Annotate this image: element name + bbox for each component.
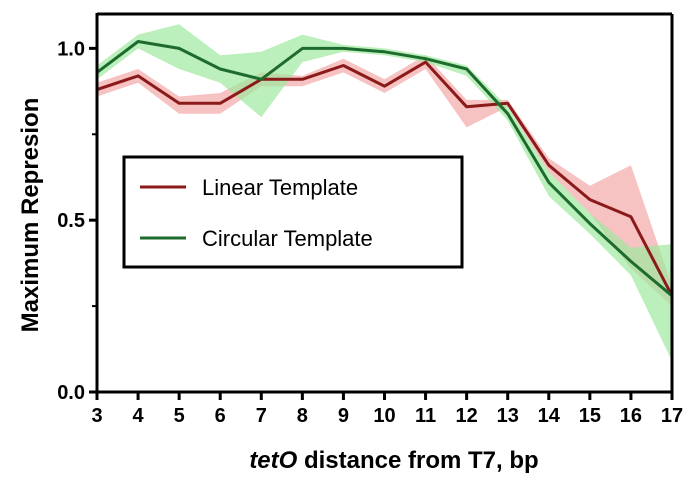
x-ticks: 3 4 5 6 7 8 9 10 11 12 13 14 15 16 17	[91, 392, 683, 427]
band-linear-template	[97, 55, 672, 307]
x-tick-label: 8	[297, 405, 308, 427]
legend-box	[122, 155, 464, 269]
x-tick-label: 12	[456, 405, 478, 427]
x-tick-label: 5	[174, 405, 185, 427]
x-tick-label: 7	[256, 405, 267, 427]
x-tick-label: 6	[215, 405, 226, 427]
x-tick-label: 4	[133, 405, 145, 427]
x-tick-label: 16	[620, 405, 642, 427]
y-tick-label: 1.0	[57, 38, 85, 60]
y-tick-label: 0.5	[57, 210, 85, 232]
legend-label-circular: Circular Template	[202, 226, 373, 251]
x-axis-label: tetO distance from T7, bp	[249, 447, 538, 474]
x-tick-label: 10	[373, 405, 395, 427]
y-ticks: 0.0 0.5 1.0	[57, 38, 97, 404]
x-tick-label: 9	[338, 405, 349, 427]
y-tick-label: 0.0	[57, 382, 85, 404]
x-tick-label: 13	[497, 405, 519, 427]
x-tick-label: 14	[538, 405, 561, 427]
x-tick-label: 17	[661, 405, 683, 427]
x-tick-label: 15	[579, 405, 601, 427]
x-axis-label-rest: distance from T7, bp	[297, 447, 538, 474]
x-tick-label: 11	[415, 405, 436, 427]
y-axis-label: Maximum Represion	[17, 98, 44, 333]
series-line-linear-template	[96, 60, 674, 297]
legend: Linear Template Circular Template	[122, 155, 464, 269]
series-line-circular-template	[96, 40, 673, 297]
x-axis-label-italic: tetO	[249, 447, 297, 474]
legend-label-linear: Linear Template	[202, 175, 358, 200]
series-lines	[96, 40, 674, 297]
x-tick-label: 3	[91, 405, 102, 427]
